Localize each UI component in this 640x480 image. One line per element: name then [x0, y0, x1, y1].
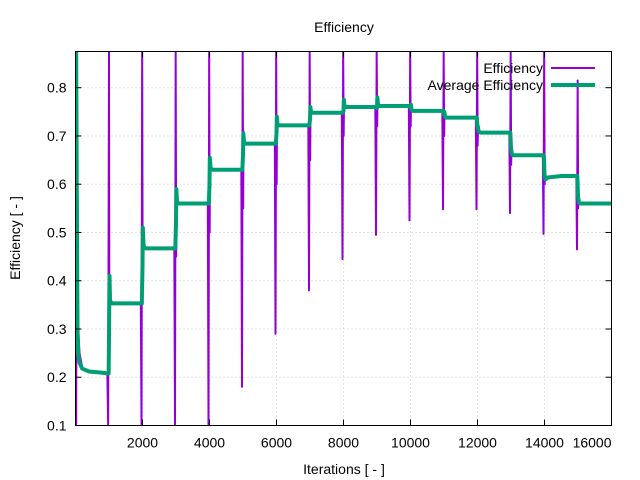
x-tick-label: 12000: [458, 435, 497, 451]
y-tick-label: 0.7: [47, 128, 67, 144]
y-tick-label: 0.4: [47, 273, 67, 289]
x-tick-label: 4000: [194, 435, 225, 451]
y-tick-label: 0.1: [47, 418, 67, 434]
chart-title: Efficiency: [314, 19, 374, 35]
series-layer: [75, 51, 612, 426]
x-tick-label: 16000: [573, 435, 612, 451]
x-tick-label: 10000: [391, 435, 430, 451]
x-tick-label: 2000: [127, 435, 158, 451]
ticks-layer: 2000 4000 6000 8000 10000 12000 14000 16000 0.1 0…: [47, 51, 612, 451]
legend-label-efficiency: Efficiency: [483, 60, 543, 76]
y-tick-label: 0.5: [47, 224, 67, 240]
x-tick-label: 8000: [328, 435, 359, 451]
legend-label-average-efficiency: Average Efficiency: [428, 77, 543, 93]
x-tick-label: 14000: [525, 435, 564, 451]
legend: Efficiency Average Efficiency: [428, 60, 595, 93]
x-tick-label: 6000: [261, 435, 292, 451]
y-axis-label: Efficiency [ - ]: [7, 196, 23, 280]
y-tick-label: 0.6: [47, 176, 67, 192]
y-tick-label: 0.2: [47, 369, 67, 385]
y-tick-label: 0.8: [47, 80, 67, 96]
y-tick-label: 0.3: [47, 321, 67, 337]
x-axis-label: Iterations [ - ]: [303, 461, 385, 477]
series-line-average-efficiency: [75, 51, 612, 376]
